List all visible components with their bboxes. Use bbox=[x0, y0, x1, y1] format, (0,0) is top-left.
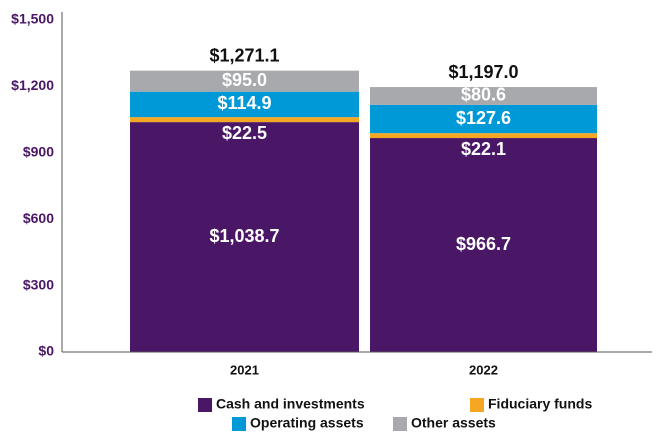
data-label: $95.0 bbox=[222, 70, 267, 90]
legend-swatch bbox=[232, 417, 246, 431]
y-tick-label: $0 bbox=[38, 343, 54, 359]
total-label: $1,197.0 bbox=[448, 62, 518, 82]
bar-segment bbox=[130, 117, 359, 123]
data-label: $22.5 bbox=[222, 123, 267, 143]
legend-label: Fiduciary funds bbox=[488, 396, 592, 412]
data-label: $80.6 bbox=[461, 85, 506, 105]
bar-segment bbox=[370, 138, 597, 352]
total-label: $1,271.1 bbox=[209, 45, 279, 65]
legend-swatch bbox=[198, 398, 212, 412]
bar-segment bbox=[130, 122, 359, 352]
y-tick-label: $1,500 bbox=[11, 11, 54, 27]
y-tick-label: $600 bbox=[23, 210, 54, 226]
bar-segment bbox=[370, 87, 597, 105]
bar-segment bbox=[130, 70, 359, 92]
bar-segment bbox=[130, 91, 359, 118]
data-label: $127.6 bbox=[456, 108, 511, 128]
legend-swatch bbox=[470, 398, 484, 412]
y-tick-label: $300 bbox=[23, 276, 54, 292]
data-label: $1,038.7 bbox=[209, 226, 279, 246]
y-tick-label: $1,200 bbox=[11, 77, 54, 93]
legend-label: Operating assets bbox=[250, 415, 364, 431]
y-tick-label: $900 bbox=[23, 144, 54, 160]
x-tick-label: 2021 bbox=[230, 362, 259, 377]
legend-swatch bbox=[393, 417, 407, 431]
legend-label: Cash and investments bbox=[216, 396, 365, 412]
bar-segment bbox=[370, 133, 597, 139]
legend-label: Other assets bbox=[411, 415, 496, 431]
data-label: $22.1 bbox=[461, 139, 506, 159]
bar-segment bbox=[370, 104, 597, 134]
data-label: $966.7 bbox=[456, 234, 511, 254]
data-label: $114.9 bbox=[217, 93, 271, 113]
x-tick-label: 2022 bbox=[469, 362, 498, 377]
